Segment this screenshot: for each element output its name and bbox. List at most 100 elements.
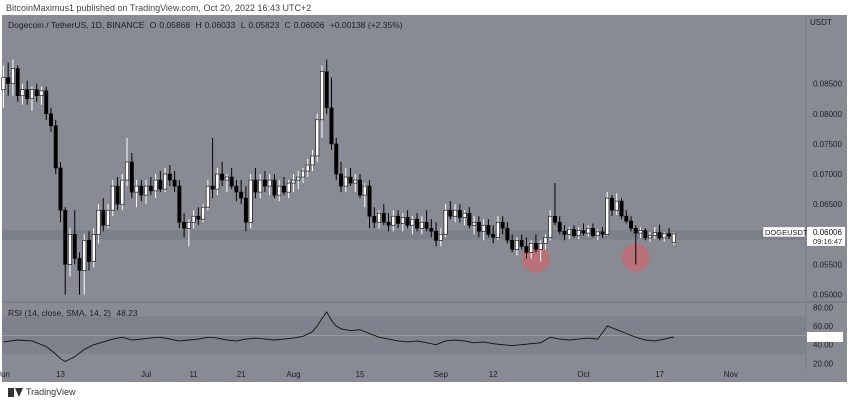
candle	[163, 168, 168, 193]
tradingview-logo[interactable]: TradingView	[8, 387, 76, 397]
candle-body	[457, 209, 462, 218]
candle-body	[305, 164, 310, 172]
candle-body	[239, 191, 244, 199]
candle	[524, 237, 529, 259]
candle	[348, 168, 353, 187]
candle	[277, 180, 282, 202]
candle	[15, 65, 20, 102]
candle	[605, 192, 610, 236]
candle	[320, 65, 324, 138]
candle-body	[177, 185, 182, 223]
candle	[600, 227, 605, 238]
candle	[91, 228, 96, 268]
candle	[453, 204, 458, 223]
candle	[377, 210, 382, 229]
candle	[643, 228, 648, 241]
candle	[543, 234, 548, 250]
candle	[144, 180, 149, 205]
candle	[648, 231, 653, 242]
candle-body	[562, 230, 567, 235]
candle-body	[438, 234, 443, 241]
candle-body	[467, 212, 472, 226]
candle-body	[49, 113, 53, 127]
candle	[262, 171, 267, 193]
price-tag-box	[807, 226, 845, 246]
candle-body	[486, 224, 491, 235]
candle-body	[476, 221, 481, 232]
candle	[367, 180, 372, 229]
price-tick-label: 0.08500	[813, 80, 842, 89]
candle-body	[510, 240, 515, 250]
candle-body	[15, 68, 20, 96]
candle	[106, 204, 110, 229]
candle-body	[29, 89, 34, 100]
candle	[334, 137, 339, 181]
candle-body	[253, 179, 258, 193]
low-label: L	[240, 20, 246, 30]
candle-body	[396, 215, 401, 224]
time-tick-label: Jul	[141, 370, 151, 379]
symbol-header: Dogecoin / TetherUS, 1D, BINANCE O 0.0586…	[8, 20, 406, 30]
candle-body	[405, 217, 410, 226]
candle	[44, 86, 49, 120]
rsi-tick-label: 80.00	[813, 303, 834, 312]
candle	[253, 168, 258, 199]
candle	[667, 228, 672, 240]
rsi-value: 48.23	[116, 308, 138, 318]
price-tag-symbol: DOGEUSDT	[765, 228, 808, 237]
change-value: +0.00138 (+2.35%)	[329, 20, 403, 30]
candle	[448, 201, 453, 220]
rsi-title: RSI (14, close, SMA, 14, 2)	[8, 308, 111, 318]
candle-body	[557, 221, 562, 232]
candle	[49, 107, 53, 132]
tradingview-brand: TradingView	[26, 387, 76, 397]
candle-body	[158, 179, 163, 190]
candle-body	[77, 258, 82, 271]
candle	[63, 207, 68, 295]
candle	[172, 171, 177, 193]
candle-body	[472, 221, 477, 226]
close-value: 0.06006	[293, 20, 325, 30]
candle-body	[167, 173, 172, 181]
candle-body	[172, 179, 177, 187]
candle	[405, 210, 410, 229]
candle-body	[543, 237, 548, 244]
candle	[424, 210, 429, 232]
price-pane: 0.08500 0.08000 0.07500 0.07000 0.06500 0.060…	[1, 15, 847, 370]
candle-body	[514, 240, 519, 250]
candle	[272, 174, 277, 199]
high-label: H	[195, 20, 202, 30]
candle	[248, 174, 253, 229]
candle	[629, 216, 633, 232]
candle	[381, 204, 386, 226]
candle	[305, 158, 310, 178]
candle	[296, 171, 301, 190]
candle-body	[272, 179, 277, 196]
candle	[476, 216, 481, 238]
candle-body	[358, 179, 362, 196]
candle	[633, 225, 638, 265]
candle-body	[248, 179, 253, 223]
candle	[400, 213, 405, 232]
candle-body	[657, 232, 662, 239]
candle-body	[106, 209, 110, 226]
candle-body	[491, 234, 496, 238]
candle-body	[68, 234, 72, 265]
price-tick-label: 0.05500	[813, 260, 842, 269]
candle-body	[610, 197, 614, 211]
price-tick-label: 0.06500	[813, 200, 842, 209]
candle-body	[552, 215, 557, 223]
candle-body	[91, 234, 96, 262]
rsi-legend: RSI (14, close, SMA, 14, 2) 48.23	[8, 308, 138, 318]
candle	[614, 193, 619, 216]
candle-body	[39, 90, 44, 96]
candle-body	[667, 233, 672, 237]
candle	[25, 80, 30, 105]
candle-body	[419, 221, 424, 229]
candle	[386, 213, 391, 232]
candle-body	[63, 209, 68, 265]
candle-body	[619, 200, 624, 217]
candle-body	[258, 179, 263, 193]
candle	[443, 204, 448, 238]
